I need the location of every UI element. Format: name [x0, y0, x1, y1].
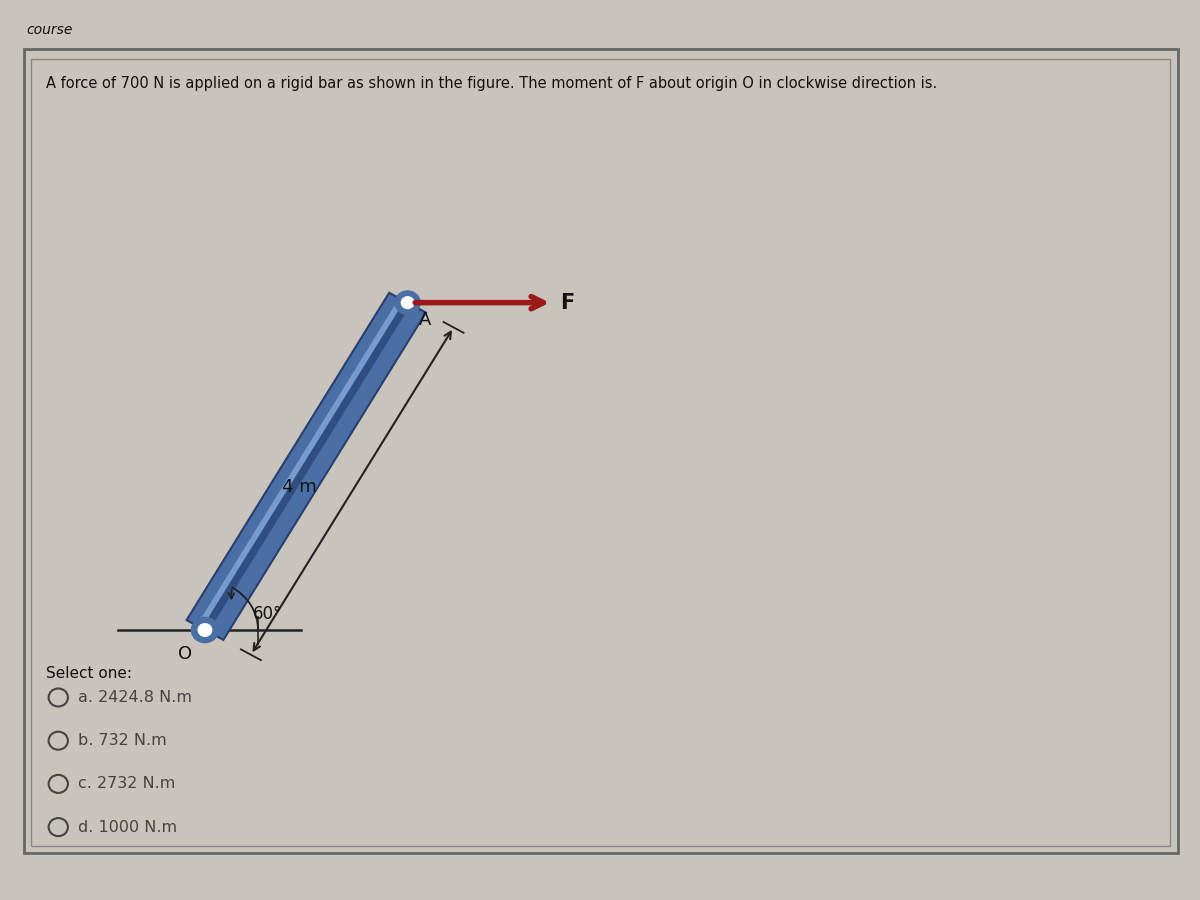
Text: F: F — [560, 292, 575, 312]
Polygon shape — [186, 292, 426, 640]
Text: d. 1000 N.m: d. 1000 N.m — [78, 820, 176, 834]
Text: A force of 700 N is applied on a rigid bar as shown in the figure. The moment of: A force of 700 N is applied on a rigid b… — [46, 76, 937, 92]
Text: 60°: 60° — [253, 605, 282, 623]
Text: b. 732 N.m: b. 732 N.m — [78, 734, 167, 748]
Circle shape — [192, 617, 218, 643]
Text: 4 m: 4 m — [282, 478, 317, 496]
Text: Select one:: Select one: — [46, 666, 132, 681]
Text: A: A — [419, 311, 432, 329]
Polygon shape — [202, 301, 410, 632]
Text: course: course — [26, 22, 73, 37]
Polygon shape — [197, 298, 404, 628]
Circle shape — [401, 297, 414, 309]
Text: O: O — [178, 644, 192, 662]
Text: a. 2424.8 N.m: a. 2424.8 N.m — [78, 690, 192, 705]
Text: c. 2732 N.m: c. 2732 N.m — [78, 777, 175, 791]
Circle shape — [198, 624, 211, 636]
Circle shape — [395, 291, 420, 314]
